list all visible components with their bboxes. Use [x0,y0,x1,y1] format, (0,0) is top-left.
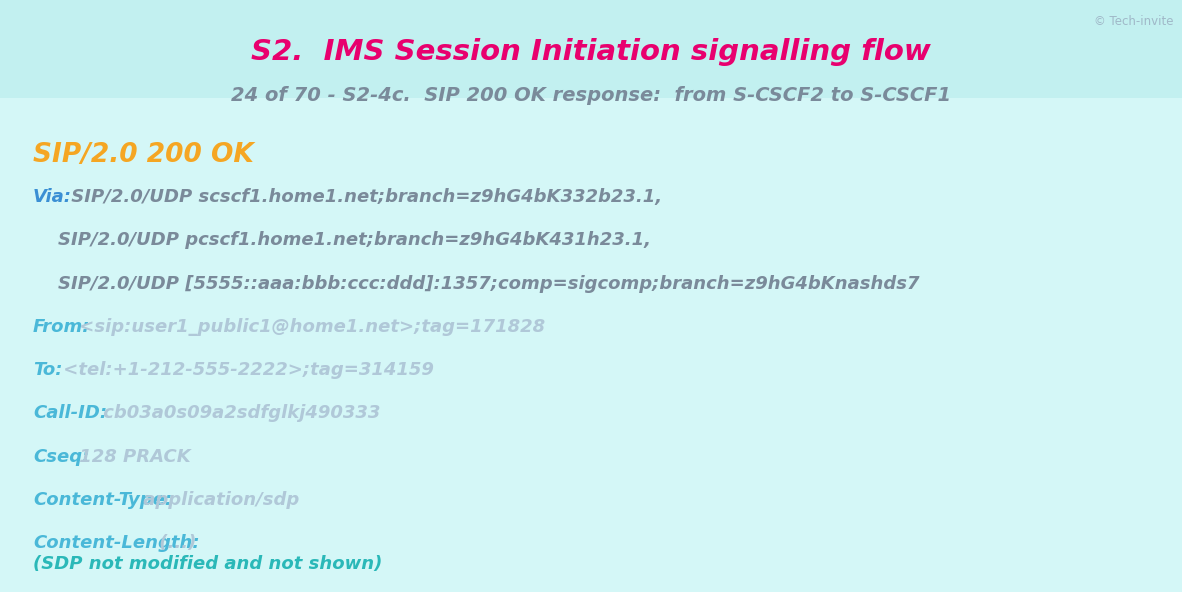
Text: application/sdp: application/sdp [137,491,299,509]
Text: Via:: Via: [33,188,72,206]
Text: SIP/2.0/UDP scscf1.home1.net;branch=z9hG4bK332b23.1,: SIP/2.0/UDP scscf1.home1.net;branch=z9hG… [65,188,662,206]
Text: SIP/2.0/UDP [5555::aaa:bbb:ccc:ddd]:1357;comp=sigcomp;branch=z9hG4bKnashds7: SIP/2.0/UDP [5555::aaa:bbb:ccc:ddd]:1357… [33,275,920,292]
Text: Content-Type:: Content-Type: [33,491,173,509]
Text: Call-ID:: Call-ID: [33,404,108,422]
Text: Cseq:: Cseq: [33,448,90,465]
Text: SIP/2.0/UDP pcscf1.home1.net;branch=z9hG4bK431h23.1,: SIP/2.0/UDP pcscf1.home1.net;branch=z9hG… [33,231,651,249]
Text: 24 of 70 - S2-4c.  SIP 200 OK response:  from S-CSCF2 to S-CSCF1: 24 of 70 - S2-4c. SIP 200 OK response: f… [230,86,952,105]
Text: SIP/2.0 200 OK: SIP/2.0 200 OK [33,142,254,168]
Text: (SDP not modified and not shown): (SDP not modified and not shown) [33,555,383,573]
Text: Content-Length:: Content-Length: [33,534,200,552]
Text: <sip:user1_public1@home1.net>;tag=171828: <sip:user1_public1@home1.net>;tag=171828 [73,318,545,336]
Text: cb03a0s09a2sdfglkj490333: cb03a0s09a2sdfglkj490333 [97,404,381,422]
Text: S2.  IMS Session Initiation signalling flow: S2. IMS Session Initiation signalling fl… [251,38,931,66]
Text: <tel:+1-212-555-2222>;tag=314159: <tel:+1-212-555-2222>;tag=314159 [57,361,434,379]
Text: 128 PRACK: 128 PRACK [73,448,190,465]
Text: © Tech-invite: © Tech-invite [1095,15,1174,28]
Text: To:: To: [33,361,63,379]
Text: From:: From: [33,318,91,336]
FancyBboxPatch shape [0,0,1182,98]
Text: (...): (...) [154,534,196,552]
